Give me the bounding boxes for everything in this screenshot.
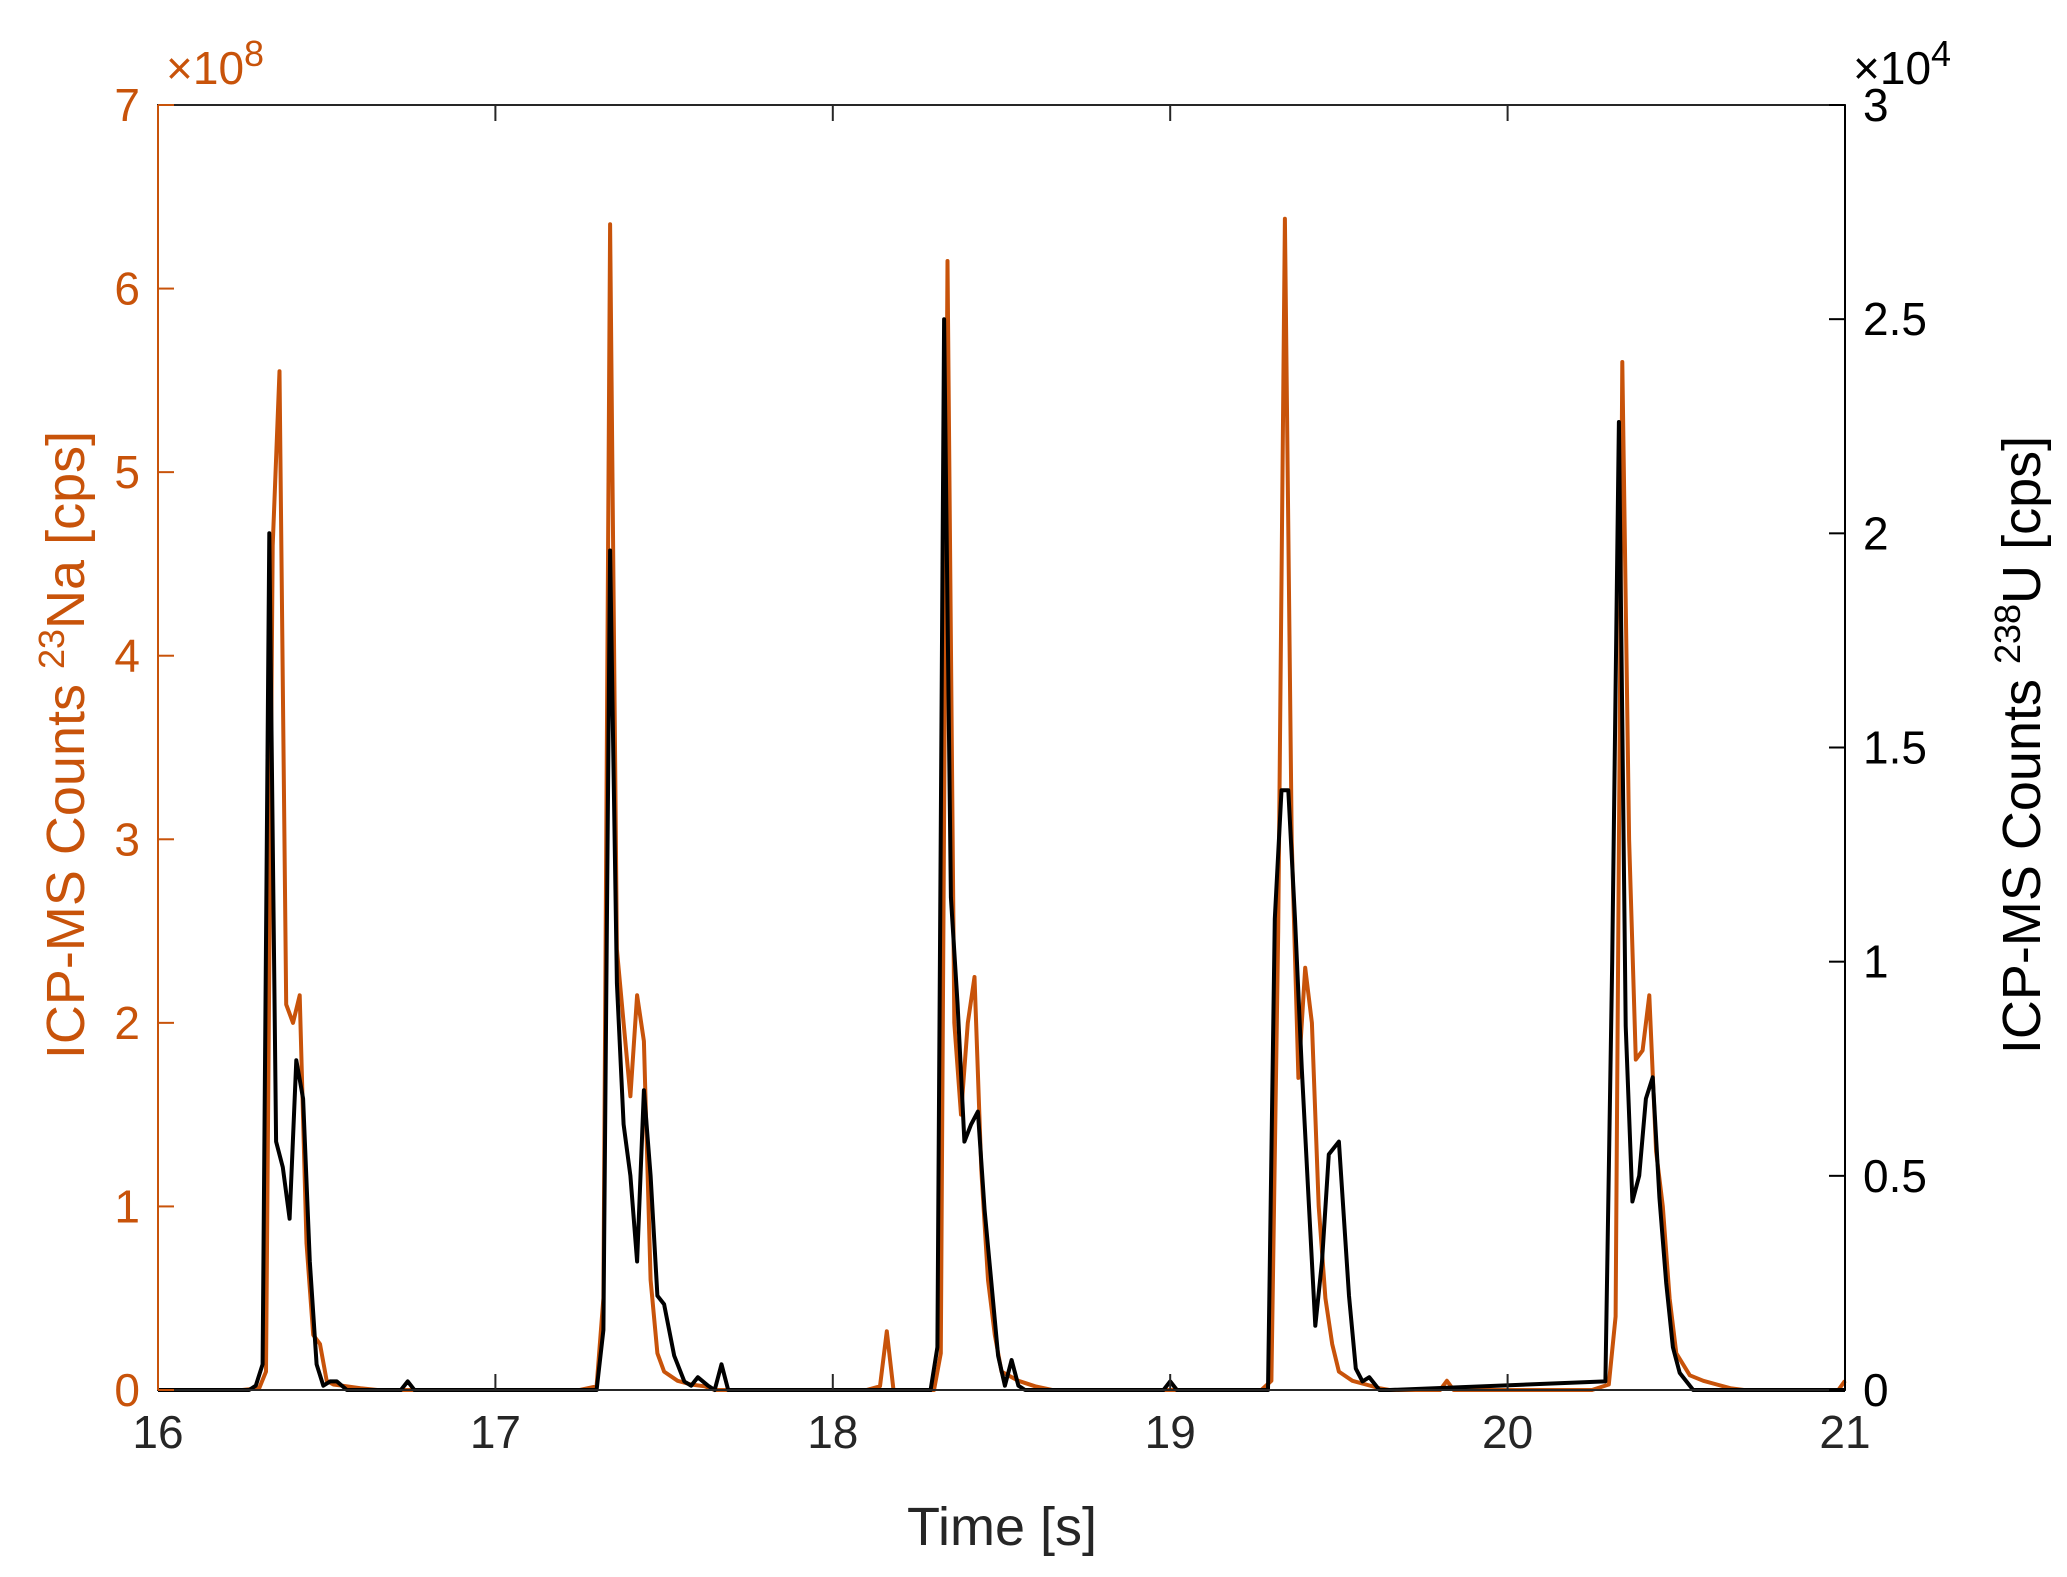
right-tick-label: 1.5 <box>1863 722 1927 774</box>
left-axis-label: ICP-MS Counts 23Na [cps] <box>31 431 96 1059</box>
left-tick-label: 6 <box>114 263 140 315</box>
right-label-suffix: [cps] <box>1992 436 2052 565</box>
left-axis-exponent: ×108 <box>166 33 264 94</box>
left-tick-label: 1 <box>114 1180 140 1232</box>
right-tick-label: 3 <box>1863 79 1889 131</box>
left-exponent-power: 8 <box>244 33 264 74</box>
x-tick-label: 20 <box>1482 1406 1533 1458</box>
x-tick-label: 18 <box>807 1406 858 1458</box>
right-axis: 0 0.5 1 1.5 2 2.5 3 <box>1829 79 1927 1416</box>
x-tick-label: 19 <box>1145 1406 1196 1458</box>
left-tick-label: 2 <box>114 997 140 1049</box>
left-tick-label: 3 <box>114 813 140 865</box>
left-axis: 0 1 2 3 4 5 6 7 <box>114 79 174 1416</box>
right-exponent-power: 4 <box>1931 33 1951 74</box>
right-label-mass: 238 <box>1987 604 2028 664</box>
left-label-element: Na <box>36 559 96 629</box>
x-axis-label: Time [s] <box>907 1497 1097 1557</box>
right-axis-exponent: ×104 <box>1853 33 1951 94</box>
right-label-prefix: ICP-MS Counts <box>1992 664 2052 1054</box>
left-label-mass: 23 <box>31 629 72 669</box>
right-tick-label: 2.5 <box>1863 293 1927 345</box>
right-tick-label: 1 <box>1863 936 1889 988</box>
left-tick-label: 7 <box>114 79 140 131</box>
right-label-element: U <box>1992 565 2052 604</box>
right-axis-label: ICP-MS Counts 238U [cps] <box>1987 436 2052 1054</box>
left-tick-label: 5 <box>114 446 140 498</box>
left-exponent-base: ×10 <box>166 42 244 94</box>
right-tick-label: 0.5 <box>1863 1150 1927 1202</box>
x-tick-label: 16 <box>132 1406 183 1458</box>
x-tick-label: 21 <box>1819 1406 1870 1458</box>
x-axis: 16 17 18 19 20 21 <box>132 105 1871 1458</box>
right-tick-label: 0 <box>1863 1364 1889 1416</box>
x-tick-label: 17 <box>470 1406 521 1458</box>
left-label-suffix: [cps] <box>36 431 96 560</box>
right-exponent-base: ×10 <box>1853 42 1931 94</box>
left-label-prefix: ICP-MS Counts <box>36 669 96 1059</box>
left-tick-label: 4 <box>114 630 140 682</box>
left-tick-label: 0 <box>114 1364 140 1416</box>
right-tick-label: 2 <box>1863 507 1889 559</box>
